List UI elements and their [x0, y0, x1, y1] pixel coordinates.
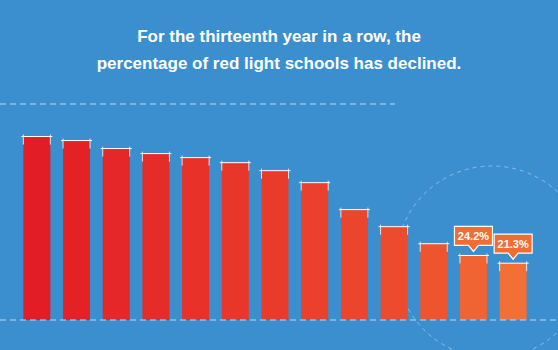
bar-top-accent: [458, 255, 489, 256]
bar-side-accent: [63, 139, 64, 149]
bar-side-accent: [420, 242, 421, 252]
bar: [23, 137, 50, 320]
bar: [500, 263, 527, 320]
bar-side-accent: [367, 208, 368, 218]
bars: [21, 135, 528, 320]
bar-side-accent: [169, 152, 170, 162]
bar-side-accent: [288, 169, 289, 179]
bar-top-accent: [418, 243, 449, 244]
range-top-line: [0, 104, 395, 105]
title: For the thirteenth year in a row, the per…: [97, 27, 462, 73]
bar: [142, 154, 169, 320]
data-label-callout: 24.2%: [454, 226, 492, 251]
bar-side-accent: [142, 152, 143, 162]
chart: For the thirteenth year in a row, the per…: [0, 0, 558, 350]
bar: [341, 210, 368, 320]
bar-top-accent: [260, 170, 291, 171]
bar-side-accent: [90, 139, 91, 149]
bar-top-accent: [299, 182, 330, 183]
bar: [103, 149, 130, 320]
bar-side-accent: [182, 156, 183, 166]
bar-top-accent: [220, 162, 251, 163]
bar-side-accent: [499, 261, 500, 271]
bar-side-accent: [209, 156, 210, 166]
range-bottom-line: [0, 320, 558, 321]
bar-side-accent: [340, 208, 341, 218]
title-line: percentage of red light schools has decl…: [97, 54, 462, 73]
bar: [182, 158, 209, 320]
data-label: 21.3%: [498, 238, 529, 250]
bar-top-accent: [101, 148, 132, 149]
title-line: For the thirteenth year in a row, the: [137, 27, 421, 46]
bar-top-accent: [61, 140, 92, 141]
bar: [63, 141, 90, 320]
bar-side-accent: [221, 161, 222, 171]
bar-top-accent: [21, 136, 52, 137]
bar-side-accent: [328, 181, 329, 191]
bar-side-accent: [23, 135, 24, 145]
bar-side-accent: [50, 135, 51, 145]
bar: [460, 255, 487, 320]
bar-side-accent: [407, 225, 408, 235]
bar-top-accent: [180, 157, 211, 158]
bar-top-accent: [339, 209, 370, 210]
bar: [262, 171, 289, 320]
data-label-callout: 21.3%: [494, 234, 532, 259]
bar: [222, 163, 249, 320]
background: [0, 0, 558, 350]
bar: [301, 183, 328, 320]
callout-box: [494, 234, 532, 259]
bar-side-accent: [248, 161, 249, 171]
bar-side-accent: [380, 225, 381, 235]
bar-top-accent: [498, 263, 529, 264]
bar-top-accent: [140, 153, 171, 154]
bar: [381, 227, 408, 320]
bar-side-accent: [486, 253, 487, 263]
bar-side-accent: [301, 181, 302, 191]
bar-side-accent: [526, 261, 527, 271]
decor-circle: [396, 166, 558, 350]
bar-top-accent: [379, 226, 410, 227]
bar-side-accent: [129, 147, 130, 157]
bar-side-accent: [261, 169, 262, 179]
data-label: 24.2%: [458, 230, 489, 242]
bar-side-accent: [459, 253, 460, 263]
bar: [420, 244, 447, 320]
callout-box: [454, 226, 492, 251]
bar-side-accent: [447, 242, 448, 252]
bar-side-accent: [102, 147, 103, 157]
